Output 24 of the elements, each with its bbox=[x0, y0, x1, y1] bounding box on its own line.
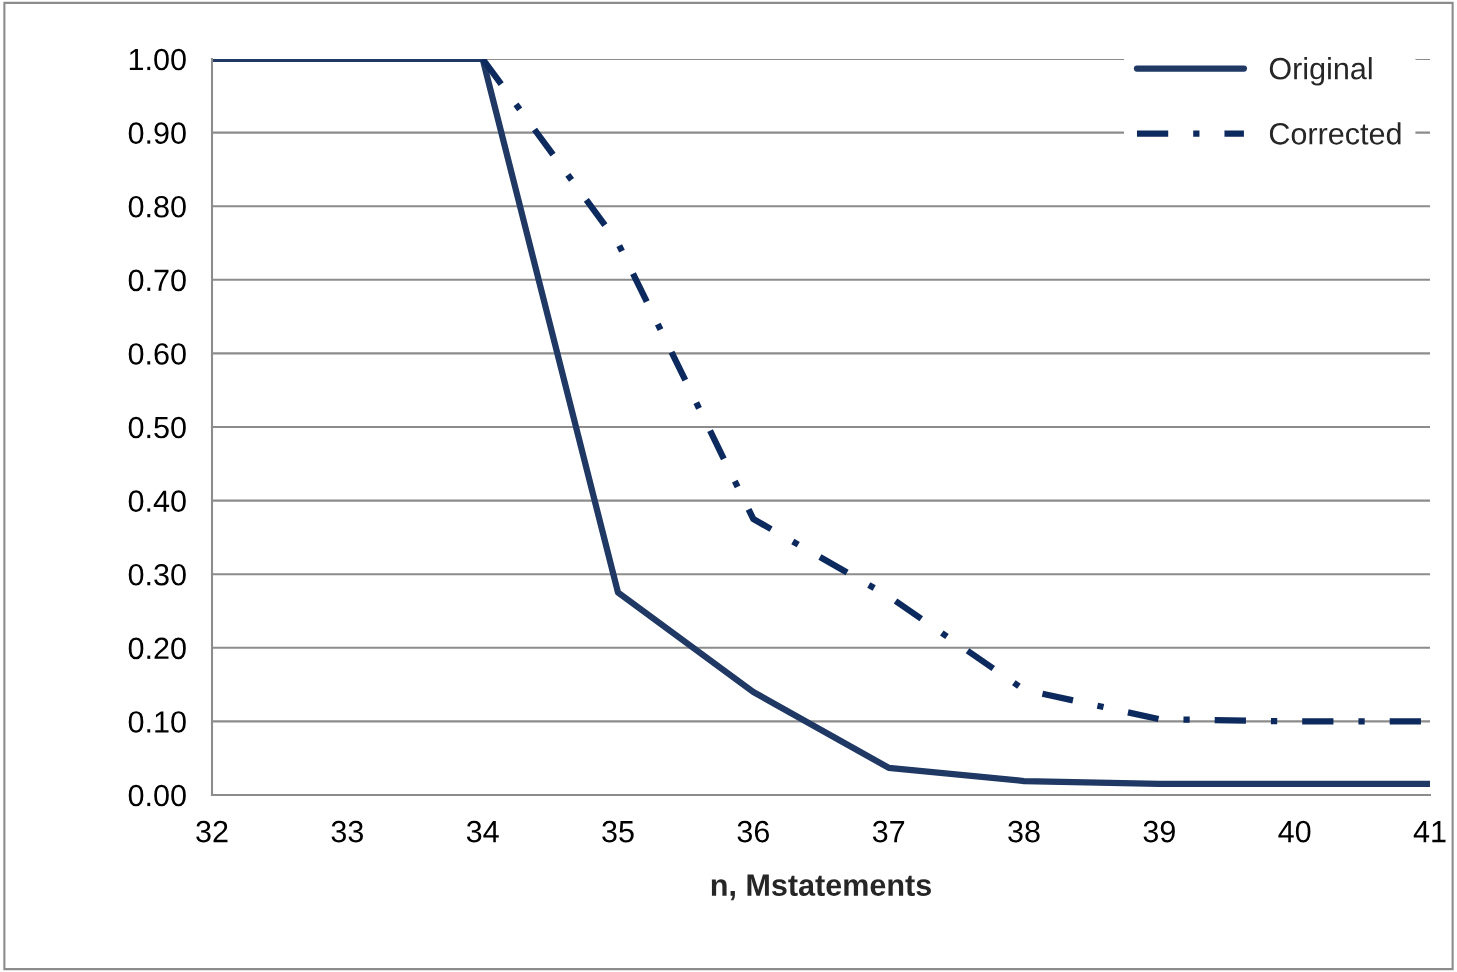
x-tick-label: 40 bbox=[1278, 820, 1311, 843]
y-tick-label: 0.70 bbox=[128, 269, 186, 292]
x-tick-label: 33 bbox=[331, 820, 363, 843]
y-tick-label: 0.50 bbox=[128, 416, 186, 439]
legend-label: Original bbox=[1269, 57, 1372, 86]
x-tick-label: 38 bbox=[1008, 820, 1040, 843]
y-tick-label: 0.60 bbox=[128, 343, 186, 365]
x-tick-label: 35 bbox=[602, 820, 634, 843]
y-tick-label: 0.10 bbox=[128, 711, 186, 733]
x-axis-title: n, Mstatements bbox=[711, 874, 931, 901]
y-tick-label: 0.30 bbox=[128, 563, 186, 586]
legend-label: Corrected bbox=[1269, 122, 1401, 145]
y-tick-label: 0.40 bbox=[128, 490, 186, 512]
x-tick-label: 37 bbox=[872, 820, 905, 843]
y-tick-label: 0.00 bbox=[128, 784, 186, 807]
x-tick-label: 39 bbox=[1143, 820, 1175, 843]
x-tick-label: 41 bbox=[1413, 821, 1446, 843]
y-tick-label: 1.00 bbox=[129, 48, 186, 71]
x-tick-label: 34 bbox=[466, 820, 499, 843]
y-tick-label: 0.90 bbox=[128, 122, 186, 144]
x-tick-label: 36 bbox=[737, 820, 769, 843]
y-tick-label: 0.80 bbox=[128, 195, 186, 218]
x-tick-label: 32 bbox=[196, 820, 228, 843]
y-tick-label: 0.20 bbox=[128, 637, 186, 660]
